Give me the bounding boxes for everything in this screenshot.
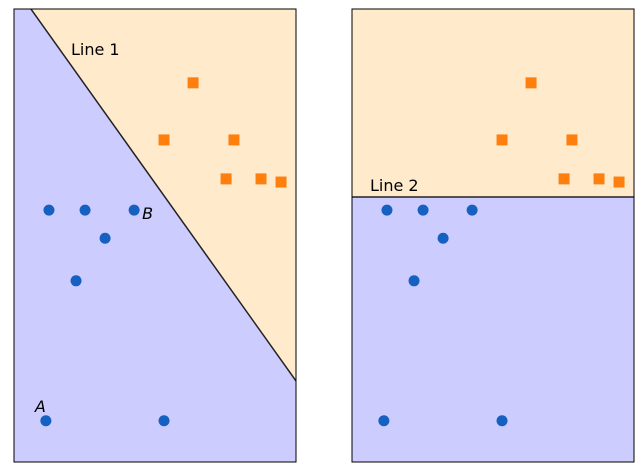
data-point-square	[228, 134, 240, 146]
data-point-square	[496, 134, 508, 146]
data-point-square	[558, 173, 570, 185]
region-above	[14, 9, 296, 381]
region-above	[352, 9, 634, 197]
data-point-circle	[466, 204, 478, 216]
data-point-circle	[437, 232, 449, 244]
data-point-circle	[128, 204, 140, 216]
data-point-square	[593, 173, 605, 185]
data-point-circle	[417, 204, 429, 216]
plot-area	[14, 9, 296, 462]
data-point-square	[187, 77, 199, 89]
data-point-circle	[79, 204, 91, 216]
data-point-circle	[99, 232, 111, 244]
boundary-line	[29, 9, 296, 382]
line-label: Line 1	[71, 40, 120, 59]
data-point-circle	[378, 415, 390, 427]
data-point-circle	[43, 204, 55, 216]
panel-1: Line 1 A B	[13, 8, 297, 463]
data-point-circle	[496, 415, 508, 427]
axes-frame	[13, 8, 297, 463]
point-annotation-b: B	[142, 204, 153, 223]
data-point-circle	[381, 204, 393, 216]
data-point-square	[613, 176, 625, 188]
point-annotation-a: A	[34, 397, 46, 416]
data-point-square	[220, 173, 232, 185]
data-point-square	[525, 77, 537, 89]
data-point-circle	[70, 275, 82, 287]
panel-2: Line 2	[351, 8, 635, 463]
region-below	[352, 196, 634, 462]
axes-frame	[351, 8, 635, 463]
data-point-square	[158, 134, 170, 146]
region-below	[14, 9, 296, 462]
data-point-square	[566, 134, 578, 146]
plot-area	[352, 9, 634, 462]
data-point-square	[275, 176, 287, 188]
data-point-circle	[408, 275, 420, 287]
data-point-circle	[158, 415, 170, 427]
data-point-square	[255, 173, 267, 185]
data-point-circle	[40, 415, 52, 427]
line-label: Line 2	[370, 176, 419, 195]
